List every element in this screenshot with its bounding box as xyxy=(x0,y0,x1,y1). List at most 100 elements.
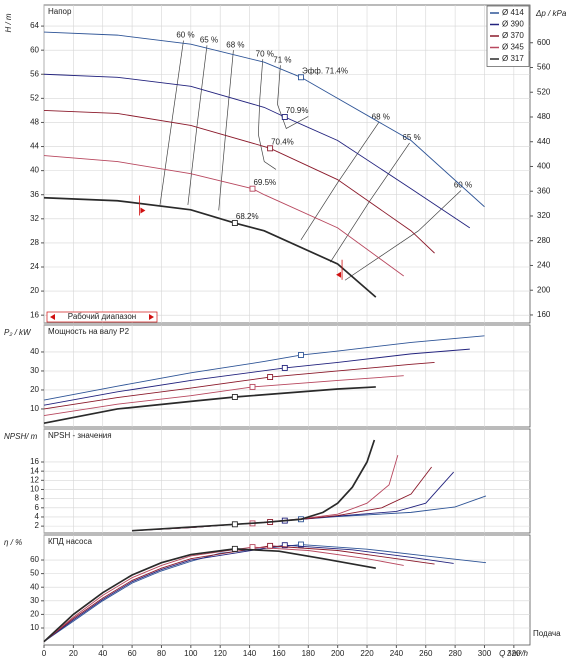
iso-efficiency-label: 65 % xyxy=(200,35,218,44)
y-tick-label: 40 xyxy=(30,347,39,356)
y-tick-label: 44 xyxy=(30,142,39,151)
operating-limit-arrow xyxy=(140,207,146,214)
x-tick-label: 100 xyxy=(184,649,198,658)
y2-tick-label: 240 xyxy=(537,261,551,270)
y-tick-label: 4 xyxy=(35,512,40,521)
duty-point xyxy=(231,545,238,552)
x-tick-label: 240 xyxy=(390,649,404,658)
operating-range-label: Рабочий диапазон xyxy=(68,312,136,321)
duty-point xyxy=(267,374,274,380)
curve xyxy=(43,545,435,642)
y-tick-label: 52 xyxy=(30,93,39,102)
y-tick-label: 30 xyxy=(30,596,39,605)
panel-title: Мощность на валу P2 xyxy=(48,327,130,336)
x-tick-label: 160 xyxy=(272,649,286,658)
x-tick-label: 60 xyxy=(128,649,137,658)
duty-point-label: 68.2% xyxy=(236,212,259,221)
y2-tick-label: 400 xyxy=(537,162,551,171)
x-tick-label: 320 xyxy=(507,649,521,658)
x-tick-label: 300 xyxy=(478,649,492,658)
curve xyxy=(43,386,376,425)
iso-efficiency-label: 68 % xyxy=(372,113,390,122)
x-tick-label: 120 xyxy=(214,649,228,658)
y-tick-label: 30 xyxy=(30,366,39,375)
y-tick-label: 40 xyxy=(30,166,39,175)
y-axis-label: NPSH/ m xyxy=(4,432,38,441)
y-tick-label: 20 xyxy=(30,286,39,295)
operating-range-box xyxy=(46,311,158,323)
curve xyxy=(43,335,485,401)
y-tick-label: 32 xyxy=(30,214,39,223)
duty-point xyxy=(281,364,288,371)
y-tick-label: 20 xyxy=(30,610,39,619)
x-tick-label: 280 xyxy=(448,649,462,658)
legend-label: Ø 345 xyxy=(502,43,524,52)
duty-point-label: 69.5% xyxy=(253,178,276,187)
duty-point xyxy=(297,74,304,81)
duty-point xyxy=(231,394,238,400)
y-tick-label: 60 xyxy=(30,45,39,54)
curve xyxy=(43,73,471,229)
y2-tick-label: 280 xyxy=(537,236,551,245)
iso-efficiency-line xyxy=(258,59,277,170)
y-tick-label: 28 xyxy=(30,238,39,247)
iso-efficiency-label: 71 % xyxy=(273,55,291,64)
duty-point xyxy=(267,145,274,152)
y2-tick-label: 600 xyxy=(537,38,551,47)
y2-tick-label: 520 xyxy=(537,87,551,96)
range-arrow-right xyxy=(149,314,154,320)
y-tick-label: 16 xyxy=(30,310,39,319)
y-tick-label: 56 xyxy=(30,69,39,78)
curve xyxy=(43,544,454,642)
iso-efficiency-label: 60 % xyxy=(176,31,194,40)
y-tick-label: 10 xyxy=(30,623,39,632)
y2-tick-label: 560 xyxy=(537,63,551,72)
panel-title: NPSH - значения xyxy=(48,431,112,440)
legend-label: Ø 370 xyxy=(502,31,524,40)
panel-title: Напор xyxy=(48,7,72,16)
y-tick-label: 10 xyxy=(30,485,39,494)
curve xyxy=(132,439,376,532)
y-axis-label: P₂ / kW xyxy=(4,328,32,337)
y-tick-label: 2 xyxy=(35,521,40,530)
x-tick-label: 80 xyxy=(157,649,166,658)
duty-point xyxy=(281,542,288,549)
duty-point-label: 70.4% xyxy=(271,137,294,146)
y-axis-label: H / m xyxy=(4,13,13,32)
panel-frame xyxy=(43,324,531,428)
duty-point-label: 70.9% xyxy=(286,106,309,115)
curve xyxy=(43,546,404,642)
iso-efficiency-line xyxy=(330,142,410,263)
y2-tick-label: 320 xyxy=(537,211,551,220)
curve xyxy=(43,548,376,643)
y-tick-label: 10 xyxy=(30,404,39,413)
duty-point xyxy=(231,521,238,528)
duty-point xyxy=(297,541,304,548)
curve xyxy=(43,544,487,642)
y-tick-label: 50 xyxy=(30,569,39,578)
duty-point xyxy=(249,185,256,192)
x-tick-label: 220 xyxy=(360,649,374,658)
iso-efficiency-line xyxy=(218,50,234,211)
y-tick-label: 48 xyxy=(30,118,39,127)
y-tick-label: 24 xyxy=(30,262,39,271)
panel-frame xyxy=(43,428,531,534)
iso-efficiency-label: 68 % xyxy=(226,40,244,49)
x-tick-label: 0 xyxy=(42,649,47,658)
y-tick-label: 60 xyxy=(30,555,39,564)
duty-point xyxy=(297,352,304,358)
x-tick-label: 200 xyxy=(331,649,345,658)
x-tick-label: 40 xyxy=(98,649,107,658)
y2-tick-label: 360 xyxy=(537,186,551,195)
y-axis-label: η / % xyxy=(4,538,22,547)
y2-axis-label: Δp / kPa xyxy=(535,9,567,18)
operating-limit-arrow xyxy=(336,271,342,278)
iso-efficiency-label: 65 % xyxy=(402,133,420,142)
iso-efficiency-line xyxy=(187,45,208,205)
legend-label: Ø 390 xyxy=(502,20,524,29)
duty-point xyxy=(281,114,288,120)
duty-point xyxy=(249,383,256,390)
iso-efficiency-line xyxy=(344,190,462,281)
duty-point-label: Эфф. 71.4% xyxy=(302,66,348,75)
